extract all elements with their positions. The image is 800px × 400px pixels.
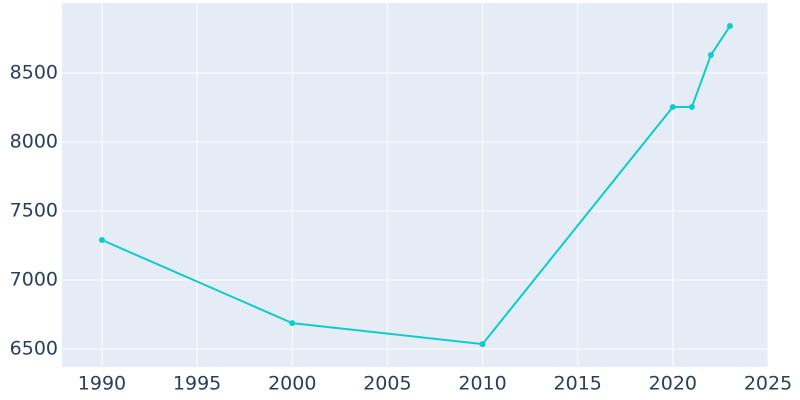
y-tick-label: 7000 <box>10 269 58 291</box>
y-tick-label: 8500 <box>10 61 58 83</box>
x-tick-label: 1990 <box>78 373 126 395</box>
plot-area <box>62 3 768 367</box>
x-tick-label: 1995 <box>173 373 221 395</box>
point <box>688 103 695 110</box>
point <box>98 237 105 244</box>
point <box>479 341 486 348</box>
x-tick-label: 2010 <box>458 373 506 395</box>
x-tick-label: 2020 <box>649 373 697 395</box>
point <box>726 23 733 30</box>
x-tick-label: 2015 <box>554 373 602 395</box>
x-tick-label: 2000 <box>268 373 316 395</box>
y-tick-label: 6500 <box>10 338 58 360</box>
y-tick-label: 7500 <box>10 200 58 222</box>
x-tick-label: 2025 <box>744 373 792 395</box>
x-tick-label: 2005 <box>363 373 411 395</box>
point <box>707 52 714 59</box>
y-tick-label: 8000 <box>10 131 58 153</box>
point <box>669 103 676 110</box>
point <box>289 320 296 327</box>
